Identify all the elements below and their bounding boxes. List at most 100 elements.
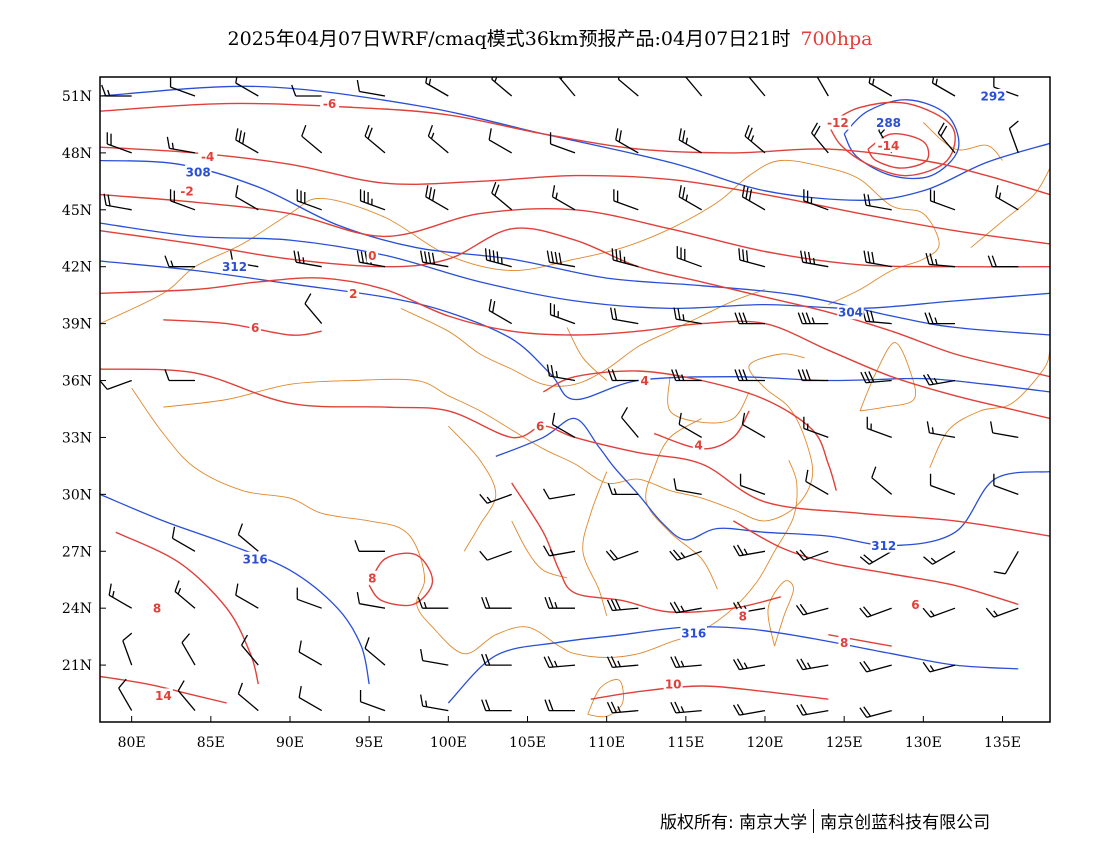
- temperature-contour-label-bg: [153, 688, 173, 703]
- wind-barb: [732, 703, 766, 716]
- wind-barb: [734, 312, 765, 325]
- temperature-contour-line: [115, 531, 259, 685]
- lon-tick-label: 130E: [905, 735, 942, 751]
- wind-barb: [171, 526, 196, 552]
- height-contour-line: [100, 222, 1050, 310]
- height-contour-line: [100, 493, 370, 685]
- wind-barb: [922, 661, 956, 673]
- temperature-contour-line: [368, 552, 434, 607]
- temperature-contour-label: 8: [840, 636, 848, 650]
- wind-barb: [1008, 120, 1019, 154]
- temperature-contour-label: 6: [251, 321, 259, 335]
- temperature-contour-label-bg: [249, 320, 261, 335]
- temperature-contour-label-bg: [875, 138, 902, 153]
- height-contour-label-bg: [241, 551, 269, 566]
- temperature-contour-label-bg: [320, 96, 340, 111]
- wind-barb: [922, 607, 956, 618]
- wind-barb: [542, 488, 576, 500]
- wind-barb: [606, 701, 639, 714]
- wind-barb: [669, 601, 702, 614]
- wind-barb: [364, 637, 386, 666]
- temperature-contour-line: [100, 368, 1050, 537]
- height-contour-label-bg: [870, 538, 897, 553]
- height-contour-line: [100, 85, 1050, 201]
- height-contour-label-bg: [184, 164, 212, 179]
- temperature-contour-line: [827, 101, 956, 177]
- temperature-contour-label-bg: [909, 597, 922, 612]
- wind-barb: [923, 550, 956, 565]
- wind-barb: [177, 680, 196, 712]
- wind-barb: [615, 128, 639, 154]
- lon-tick-label: 85E: [197, 735, 225, 751]
- temperature-contour-label-bg: [366, 570, 379, 585]
- wind-barb: [235, 583, 259, 609]
- temperature-contour-label-bg: [638, 373, 651, 388]
- wind-barb: [296, 587, 322, 609]
- wind-barb: [174, 580, 196, 609]
- temperature-contour-label-bg: [366, 248, 379, 263]
- wind-barb: [235, 185, 259, 211]
- height-contour-layer: [100, 85, 1050, 704]
- wind-barb: [621, 407, 639, 438]
- wind-barb: [164, 255, 195, 268]
- wind-barb: [863, 250, 892, 268]
- wind-barb: [166, 136, 196, 154]
- wind-barb: [181, 633, 196, 666]
- border-line: [511, 520, 568, 579]
- lon-tick-label: 95E: [355, 735, 383, 751]
- temperature-contour-line: [828, 634, 892, 647]
- lat-tick-label: 36N: [62, 374, 92, 390]
- temperature-contour-label-bg: [838, 635, 850, 650]
- wind-barb: [744, 124, 766, 154]
- wind-barb: [863, 193, 892, 211]
- wind-barb: [732, 544, 766, 557]
- temperature-contour-label: 0: [368, 249, 376, 263]
- temperature-contour-label: 8: [368, 571, 376, 585]
- wind-barb: [606, 598, 639, 612]
- wind-barb: [101, 84, 132, 97]
- wind-barb: [800, 250, 829, 268]
- wind-barb: [298, 640, 323, 666]
- temperature-contour-label: -2: [180, 184, 193, 198]
- border-line: [587, 679, 624, 718]
- wind-barb: [795, 549, 829, 561]
- wind-barb: [356, 79, 386, 97]
- temperature-contour-label: -4: [201, 150, 214, 164]
- wind-barb: [924, 312, 955, 325]
- copyright-owner: 版权所有: 南京大学: [660, 813, 808, 833]
- lat-tick-label: 21N: [62, 658, 92, 674]
- lat-tick-label: 30N: [62, 487, 92, 503]
- temperature-contour-label: -12: [827, 116, 849, 130]
- height-contour-label: 312: [222, 260, 247, 274]
- wind-barb: [610, 307, 639, 325]
- wind-barb: [995, 185, 1019, 211]
- lon-axis: 80E 85E 90E 95E 100E 105E 110E 115E 120E 125E 130E…: [118, 716, 1021, 751]
- temperature-contour-label: 14: [155, 689, 172, 703]
- wind-barb: [544, 699, 575, 712]
- wind-barb: [796, 658, 829, 671]
- temperature-contour-label-bg: [663, 677, 683, 692]
- border-line: [131, 387, 798, 658]
- wind-barb: [607, 483, 639, 496]
- wind-barb: [734, 369, 765, 382]
- wind-barb: [479, 550, 512, 561]
- height-contour-label: 308: [186, 165, 211, 179]
- wind-barb: [803, 416, 829, 439]
- border-line: [645, 418, 718, 590]
- wind-barb: [673, 307, 702, 325]
- height-contour-label: 316: [243, 552, 268, 566]
- height-contour-line: [447, 626, 1019, 704]
- wind-barb: [481, 653, 512, 666]
- wind-barb: [670, 701, 702, 714]
- border-line: [667, 376, 750, 424]
- border-line: [859, 342, 917, 412]
- border-line: [400, 289, 766, 387]
- temperature-contour-label-bg: [347, 286, 360, 301]
- wind-barb: [551, 185, 576, 211]
- wind-barb: [796, 703, 829, 716]
- temperature-contour-line: [100, 102, 1050, 196]
- wind-barb: [987, 255, 1019, 268]
- wind-barb: [420, 648, 449, 666]
- wind-barb: [741, 412, 766, 438]
- footer-divider: [813, 809, 815, 833]
